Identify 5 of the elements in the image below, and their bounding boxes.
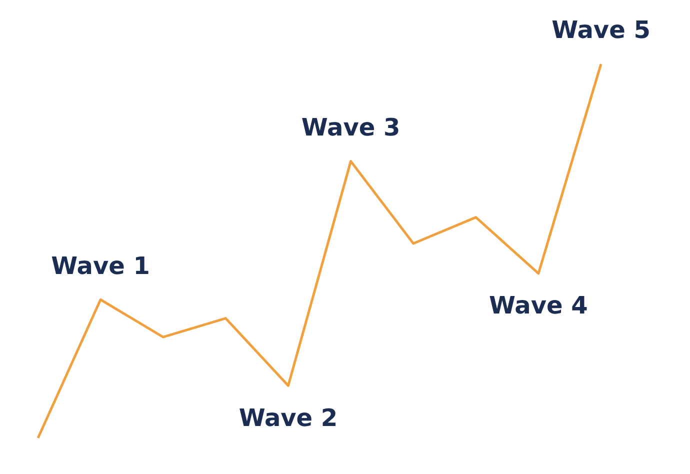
annotation: Wave 4	[489, 292, 588, 320]
annotation: Wave 1	[51, 252, 150, 280]
annotation: Wave 2	[238, 404, 338, 432]
text: Wave 5	[552, 16, 650, 44]
annotation: Wave 3	[301, 113, 400, 142]
